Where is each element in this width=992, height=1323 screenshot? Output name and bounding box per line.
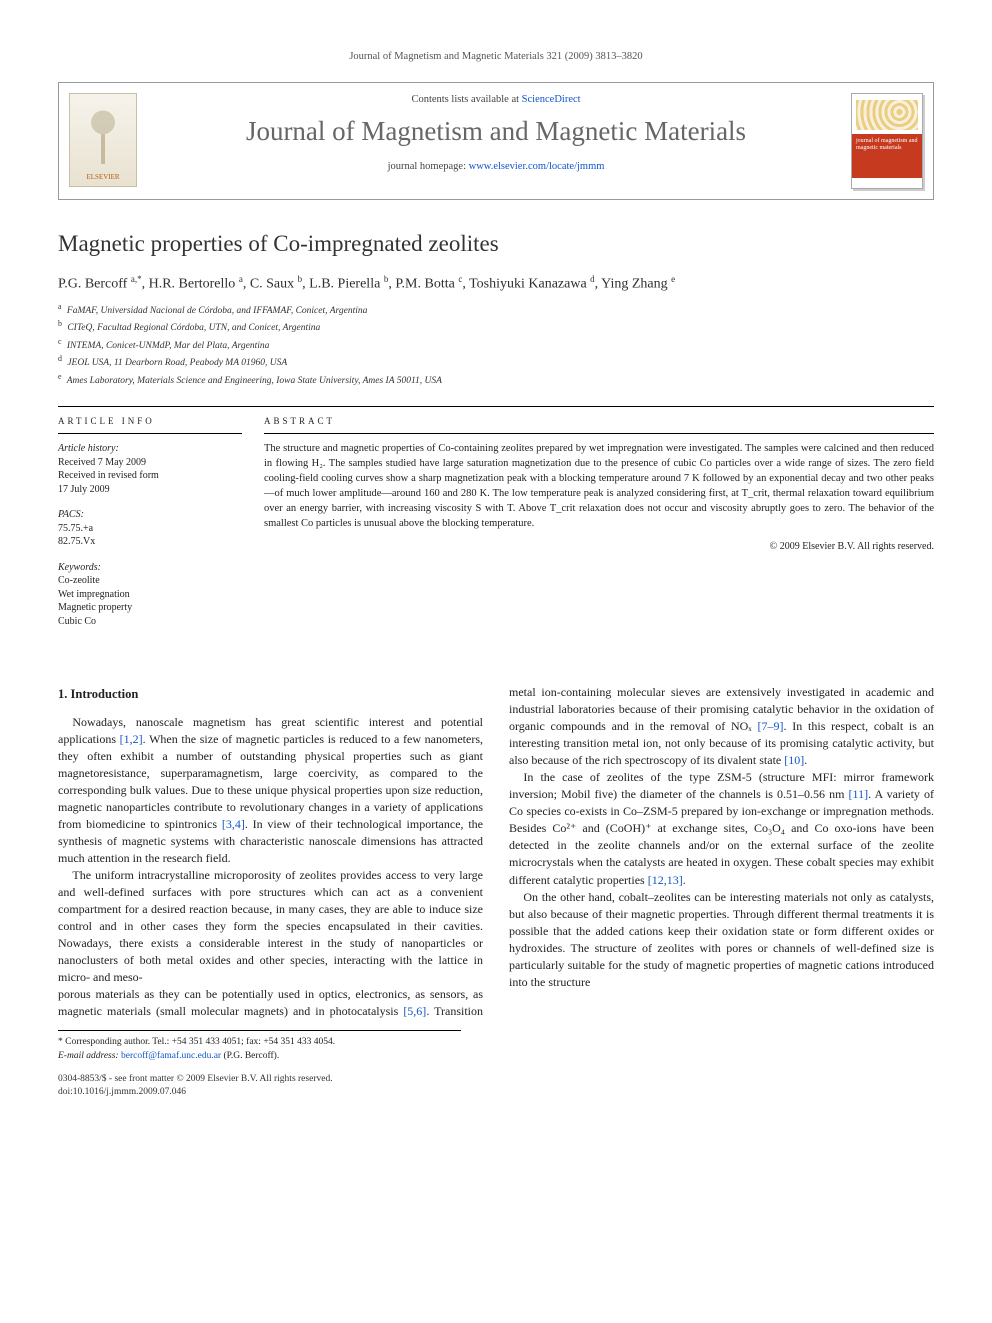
masthead-banner: ELSEVIER journal of magnetism and magnet… <box>58 82 934 200</box>
keyword: Wet impregnation <box>58 588 242 602</box>
page: Journal of Magnetism and Magnetic Materi… <box>0 0 992 1139</box>
body-paragraph: In the case of zeolites of the type ZSM-… <box>509 769 934 888</box>
body-columns: 1. Introduction Nowadays, nanoscale magn… <box>58 684 934 1020</box>
article-title: Magnetic properties of Co-impregnated ze… <box>58 228 934 259</box>
citation-link[interactable]: [10] <box>784 753 804 767</box>
citation-link[interactable]: [3,4] <box>222 817 245 831</box>
history-label: Article history: <box>58 442 242 456</box>
abstract-text: The structure and magnetic properties of… <box>264 442 934 531</box>
affiliation: d JEOL USA, 11 Dearborn Road, Peabody MA… <box>58 353 934 370</box>
keyword: Magnetic property <box>58 601 242 615</box>
affiliation: e Ames Laboratory, Materials Science and… <box>58 371 934 388</box>
front-matter-meta: 0304-8853/$ - see front matter © 2009 El… <box>58 1073 934 1099</box>
email-line: E-mail address: bercoff@famaf.unc.edu.ar… <box>58 1050 461 1063</box>
body-paragraph: The uniform intracrystalline microporosi… <box>58 867 483 986</box>
author-list: P.G. Bercoff a,*, H.R. Bertorello a, C. … <box>58 273 934 295</box>
body-paragraph: On the other hand, cobalt–zeolites can b… <box>509 889 934 991</box>
keyword: Co-zeolite <box>58 574 242 588</box>
front-matter-line: 0304-8853/$ - see front matter © 2009 El… <box>58 1073 934 1086</box>
affiliation: b CITeQ, Facultad Regional Córdoba, UTN,… <box>58 318 934 335</box>
keyword: Cubic Co <box>58 615 242 629</box>
citation-link[interactable]: [5,6] <box>403 1004 426 1018</box>
article-info-block: ARTICLE INFO Article history: Received 7… <box>58 407 242 640</box>
meta-grid: ARTICLE INFO Article history: Received 7… <box>58 406 934 640</box>
affiliation-list: a FaMAF, Universidad Nacional de Córdoba… <box>58 301 934 388</box>
section-heading-intro: 1. Introduction <box>58 686 483 704</box>
article-info-heading: ARTICLE INFO <box>58 407 242 434</box>
pacs-line: 75.75.+a <box>58 522 242 536</box>
cover-text: journal of magnetism and magnetic materi… <box>856 138 922 151</box>
journal-homepage-line: journal homepage: www.elsevier.com/locat… <box>71 160 921 174</box>
citation-link[interactable]: [12,13] <box>648 873 683 887</box>
elsevier-logo-label: ELSEVIER <box>86 173 119 182</box>
pacs-line: 82.75.Vx <box>58 535 242 549</box>
abstract-copyright: © 2009 Elsevier B.V. All rights reserved… <box>264 540 934 554</box>
running-head: Journal of Magnetism and Magnetic Materi… <box>58 50 934 64</box>
elsevier-tree-icon <box>78 100 128 164</box>
pacs-label: PACS: <box>58 508 242 522</box>
footnotes: * Corresponding author. Tel.: +54 351 43… <box>58 1030 461 1063</box>
corresponding-email-link[interactable]: bercoff@famaf.unc.edu.ar <box>121 1051 221 1061</box>
contents-line: Contents lists available at ScienceDirec… <box>71 93 921 107</box>
sciencedirect-link[interactable]: ScienceDirect <box>522 94 581 105</box>
email-suffix: (P.G. Bercoff). <box>223 1051 279 1061</box>
abstract-block: ABSTRACT The structure and magnetic prop… <box>264 407 934 640</box>
citation-link[interactable]: [11] <box>849 787 869 801</box>
citation-link[interactable]: [7–9] <box>758 719 784 733</box>
elsevier-logo: ELSEVIER <box>69 93 137 187</box>
contents-prefix: Contents lists available at <box>411 94 521 105</box>
pacs-block: PACS: 75.75.+a 82.75.Vx <box>58 508 242 549</box>
doi-line: doi:10.1016/j.jmmm.2009.07.046 <box>58 1086 934 1099</box>
history-line: 17 July 2009 <box>58 483 242 497</box>
citation-link[interactable]: [1,2] <box>120 732 143 746</box>
article-history: Article history: Received 7 May 2009 Rec… <box>58 442 242 496</box>
cover-art-icon <box>856 100 918 130</box>
affiliation: a FaMAF, Universidad Nacional de Córdoba… <box>58 301 934 318</box>
body-paragraph: Nowadays, nanoscale magnetism has great … <box>58 714 483 867</box>
keywords-block: Keywords: Co-zeolite Wet impregnation Ma… <box>58 561 242 629</box>
homepage-prefix: journal homepage: <box>388 161 469 172</box>
journal-title: Journal of Magnetism and Magnetic Materi… <box>71 113 921 149</box>
email-label: E-mail address: <box>58 1051 119 1061</box>
keywords-label: Keywords: <box>58 561 242 575</box>
history-line: Received 7 May 2009 <box>58 456 242 470</box>
history-line: Received in revised form <box>58 469 242 483</box>
journal-homepage-link[interactable]: www.elsevier.com/locate/jmmm <box>469 161 605 172</box>
journal-cover-thumb: journal of magnetism and magnetic materi… <box>851 93 923 189</box>
affiliation: c INTEMA, Conicet-UNMdP, Mar del Plata, … <box>58 336 934 353</box>
abstract-heading: ABSTRACT <box>264 407 934 434</box>
corresponding-author-note: * Corresponding author. Tel.: +54 351 43… <box>58 1036 461 1049</box>
